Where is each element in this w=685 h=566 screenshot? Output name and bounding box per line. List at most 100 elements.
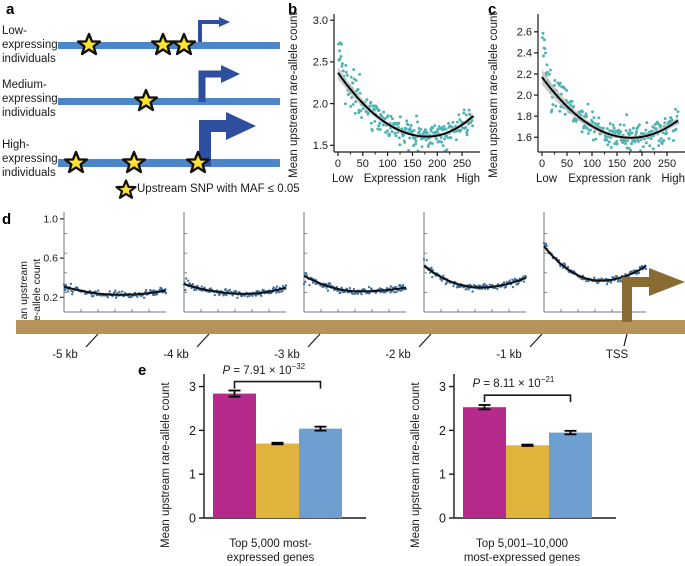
fit-line [543,245,647,282]
data-point [365,98,369,102]
data-point [556,81,560,85]
data-point [472,283,476,287]
data-point [622,123,626,127]
data-point [467,288,470,291]
data-point [632,126,635,130]
data-point [371,104,375,108]
data-point [670,118,674,122]
y-tick-label: 1.6 [517,132,532,144]
data-point [71,290,75,293]
bar[interactable] [463,407,506,518]
label-line: individuals [2,53,56,66]
data-point [420,145,424,149]
data-point [351,102,355,106]
data-point [635,130,638,134]
data-point [354,78,358,82]
panel-a-row-label-low: Low- expressing individuals [2,24,58,66]
data-point [359,109,363,113]
data-point [641,145,645,149]
y-tick-label: 0 [189,512,196,526]
x-tick-label: 250 [658,158,676,170]
data-point [354,292,358,295]
panel-a: Low- expressing individuals Medium- expr… [0,16,300,206]
y-tick-label: 2.0 [517,90,532,102]
fit-line [63,285,167,296]
data-point [425,259,428,262]
data-point [663,117,667,121]
data-point [340,64,344,68]
bar[interactable] [213,393,256,518]
data-point [328,282,332,285]
data-point [408,127,412,130]
data-point [382,110,386,114]
data-point [248,294,251,297]
data-point [391,117,394,121]
bar[interactable] [549,432,592,518]
data-point [412,144,416,147]
panel-e-letter: e [138,362,147,379]
data-point [397,136,401,140]
data-point [351,292,354,296]
data-point [236,296,239,299]
panel-d-subplot [422,212,528,313]
data-point [184,288,187,292]
data-point [142,296,146,299]
x-tick-label: 0 [335,158,341,170]
data-point [439,136,443,139]
axis-tick-label: -1 kb [496,349,522,361]
data-point [440,279,443,282]
y-tick-label: 2 [189,424,196,438]
data-point [352,68,356,72]
significance-bracket [483,394,572,403]
data-point [505,285,508,288]
data-point [343,102,347,106]
data-point [585,115,588,118]
data-point [522,275,525,278]
data-point [121,290,124,293]
bar[interactable] [256,443,299,519]
bars [213,389,342,519]
data-point [282,284,285,288]
data-point [394,134,398,138]
data-point [413,137,417,141]
data-point [629,148,632,152]
panel-c-letter: c [488,1,497,18]
label-line: Low- [2,25,27,37]
data-point [66,290,70,293]
panel-d-axis-ticks: -5 kb -4 kb -3 kb -2 kb -1 kb TSS [52,333,629,361]
data-point [354,100,358,104]
x-axis-title: Expression rank [364,173,447,185]
data-point [378,121,382,125]
y-tick-label: 0 [439,512,446,526]
data-point [369,121,373,125]
data-point [370,129,374,132]
data-point [464,126,468,129]
data-point [308,284,311,287]
y-tick-label: 3 [439,380,446,394]
data-point [402,284,405,287]
bar[interactable] [299,428,342,519]
data-point [618,123,622,127]
data-point [393,131,397,135]
data-point [384,130,388,134]
data-point [305,273,308,277]
bar[interactable] [506,445,549,518]
data-point [145,288,148,292]
data-point [585,279,588,283]
y-tick-label: 2.2 [517,69,532,81]
data-point [92,294,95,298]
data-point [455,120,459,124]
y-tick-label: 2.4 [517,48,532,60]
data-point [425,131,429,135]
data-point [454,138,458,142]
data-point [378,128,382,131]
y-tick-label: 2.6 [517,27,532,39]
data-point [496,287,499,291]
data-point [350,96,354,100]
data-point [352,287,356,291]
data-point [592,130,596,134]
data-point [459,128,463,132]
data-point [572,104,576,108]
data-point [260,294,263,298]
data-point [436,127,440,131]
